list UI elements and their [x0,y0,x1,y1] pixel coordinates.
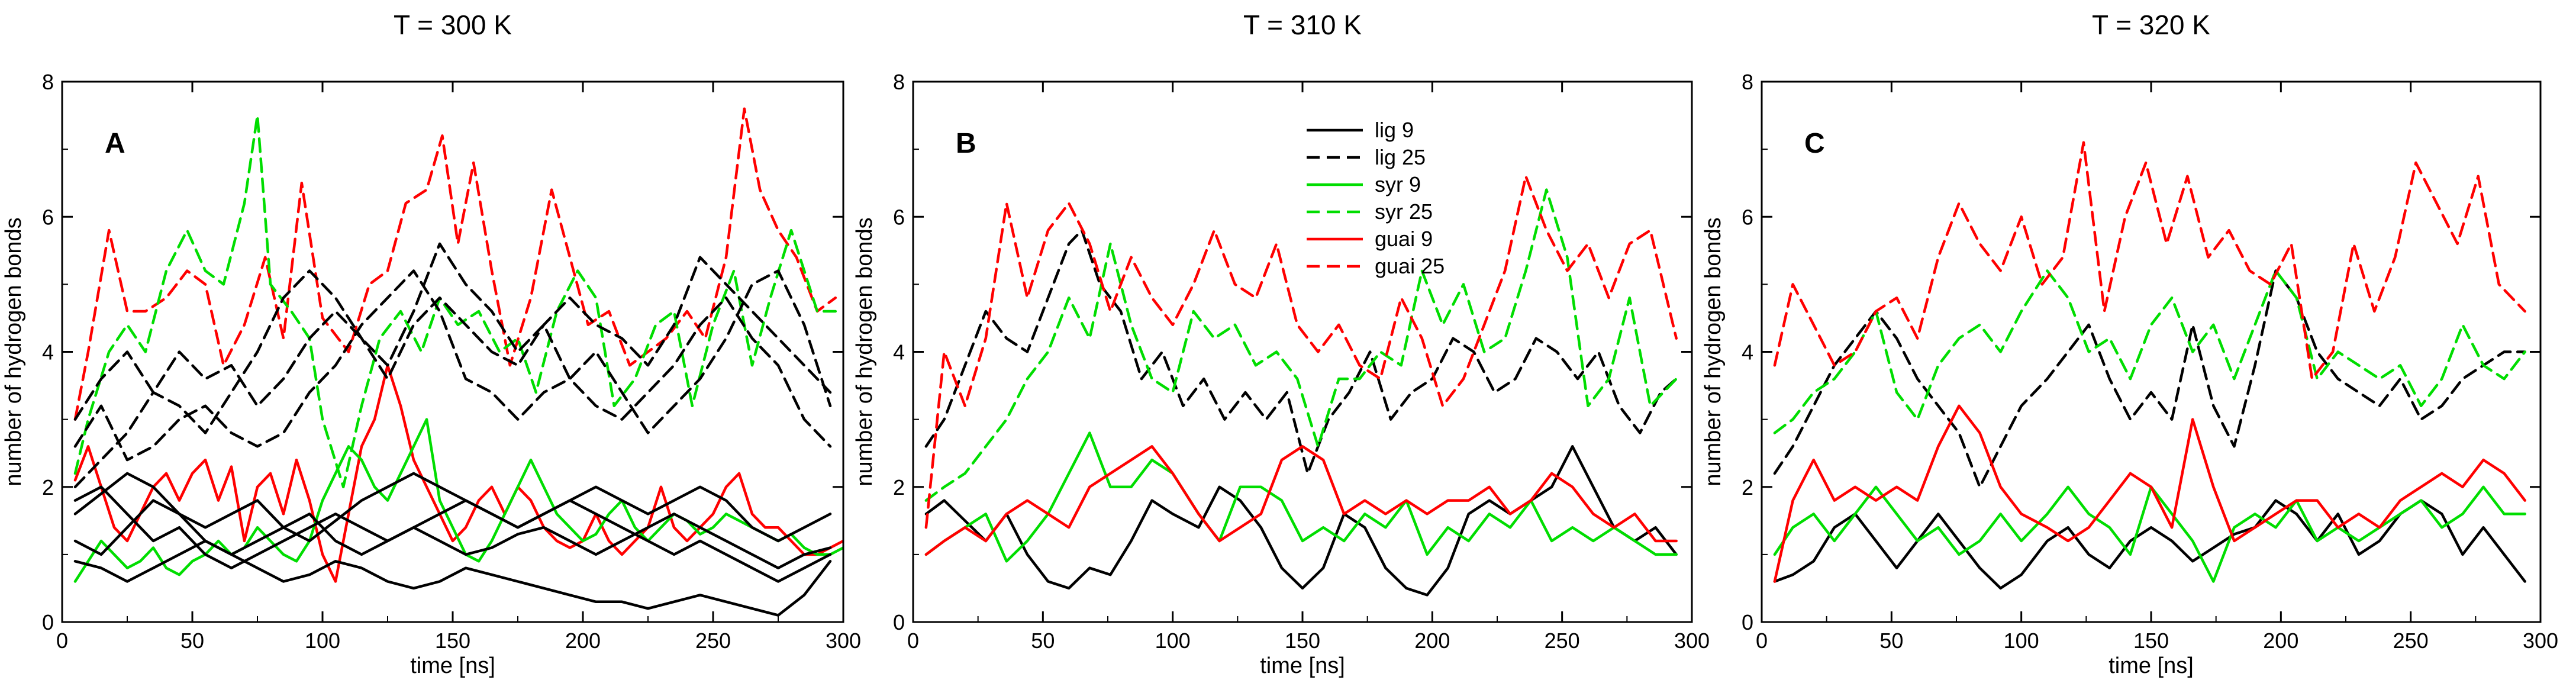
series-line-syr-25 [1773,269,2526,434]
legend: lig 9 lig 25 syr 9 syr 25 guai 9 guai 25 [1307,118,1445,278]
series-line-guai-9 [73,364,843,583]
panel-letter: C [1804,128,1825,159]
x-tick-label: 250 [695,629,731,653]
panel-title: T = 320 K [2092,9,2210,40]
y-tick-label: 2 [893,475,905,500]
series-group [924,175,1678,597]
x-tick-label: 50 [180,629,204,653]
series-line-lig-9 [924,445,1678,597]
x-tick-label: 50 [1879,629,1903,653]
y-axis-title: number of hydrogen bonds [1701,217,1726,486]
y-tick-label: 0 [893,610,905,634]
x-tick-label: 300 [1674,629,1710,653]
series-line-syr-9 [73,418,843,583]
series-group [73,107,843,617]
x-tick-label: 0 [907,629,919,653]
x-tick-label: 100 [2004,629,2039,653]
x-tick-label: 250 [2393,629,2429,653]
series-line-lig-25-run-1 [73,242,832,448]
x-tick-label: 300 [826,629,861,653]
x-tick-label: 150 [435,629,470,653]
y-tick-label: 4 [1742,340,1753,365]
x-axis-title: time [ns] [410,653,495,678]
x-tick-label: 150 [1285,629,1320,653]
y-axis-title: number of hydrogen bonds [1,217,26,486]
x-tick-label: 0 [56,629,68,653]
y-tick-label: 8 [1742,70,1753,94]
series-line-lig-9-run-1 [73,472,832,543]
panel-c: T = 320 K 0 50 100 150 200 250 300 0 2 4 6 8 time [ns… [1701,9,2558,678]
series-line-guai-9 [924,445,1678,556]
series-line-syr-25 [924,188,1678,502]
x-tick-label: 150 [2133,629,2169,653]
series-line-lig-9 [1773,499,2526,590]
series-line-guai-25 [924,175,1678,529]
series-line-lig-9-run-2 [73,499,832,569]
y-tick-label: 8 [893,70,905,94]
y-tick-label: 6 [893,205,905,229]
panel-a: T = 300 K 0 50 100 150 200 250 300 0 2 4 6 8 time [ns… [1,9,861,678]
x-tick-label: 50 [1031,629,1055,653]
y-tick-label: 4 [893,340,905,365]
x-tick-label: 300 [2523,629,2558,653]
legend-label-guai-25: guai 25 [1375,254,1445,278]
series-line-lig-25 [924,228,1678,475]
legend-label-lig-25: lig 25 [1375,145,1426,169]
y-tick-label: 6 [1742,205,1753,229]
series-line-lig-25-run-3 [73,269,832,462]
y-tick-label: 0 [42,610,54,634]
series-line-syr-25 [73,114,837,489]
series-line-lig-9-run-3 [73,539,832,617]
y-tick-label: 6 [42,205,54,229]
x-tick-label: 200 [1414,629,1450,653]
panel-letter: B [956,128,976,159]
x-tick-label: 200 [565,629,601,653]
x-tick-label: 100 [305,629,340,653]
series-line-guai-25 [1773,141,2526,381]
legend-label-syr-9: syr 9 [1375,172,1421,196]
series-line-guai-25 [73,107,837,421]
x-axis-title: time [ns] [2108,653,2194,678]
y-tick-label: 4 [42,340,54,365]
y-tick-label: 2 [1742,475,1753,500]
x-tick-label: 200 [2263,629,2298,653]
y-tick-label: 8 [42,70,54,94]
plot-frame [1761,80,2542,623]
x-tick-label: 0 [1756,629,1768,653]
legend-label-guai-9: guai 9 [1375,227,1433,251]
series-line-lig-25-run-2 [73,256,832,489]
series-group [1773,141,2526,590]
series-line-syr-9 [1773,485,2526,583]
series-line-guai-9 [1773,404,2526,583]
legend-label-syr-25: syr 25 [1375,199,1433,224]
x-tick-label: 250 [1545,629,1580,653]
y-tick-label: 0 [1742,610,1753,634]
y-tick-label: 2 [42,475,54,500]
x-tick-label: 100 [1155,629,1191,653]
panel-letter: A [105,128,125,159]
panel-b: T = 310 K 0 50 100 150 200 250 300 0 2 4 6 8 time [ns… [852,9,1710,678]
legend-label-lig-9: lig 9 [1375,118,1414,142]
panel-title: T = 300 K [394,9,512,40]
panel-title: T = 310 K [1243,9,1362,40]
y-axis-title: number of hydrogen bonds [852,217,877,486]
series-line-lig-9-run-4 [73,485,832,583]
x-axis-title: time [ns] [1260,653,1345,678]
series-line-lig-25 [1773,269,2526,489]
